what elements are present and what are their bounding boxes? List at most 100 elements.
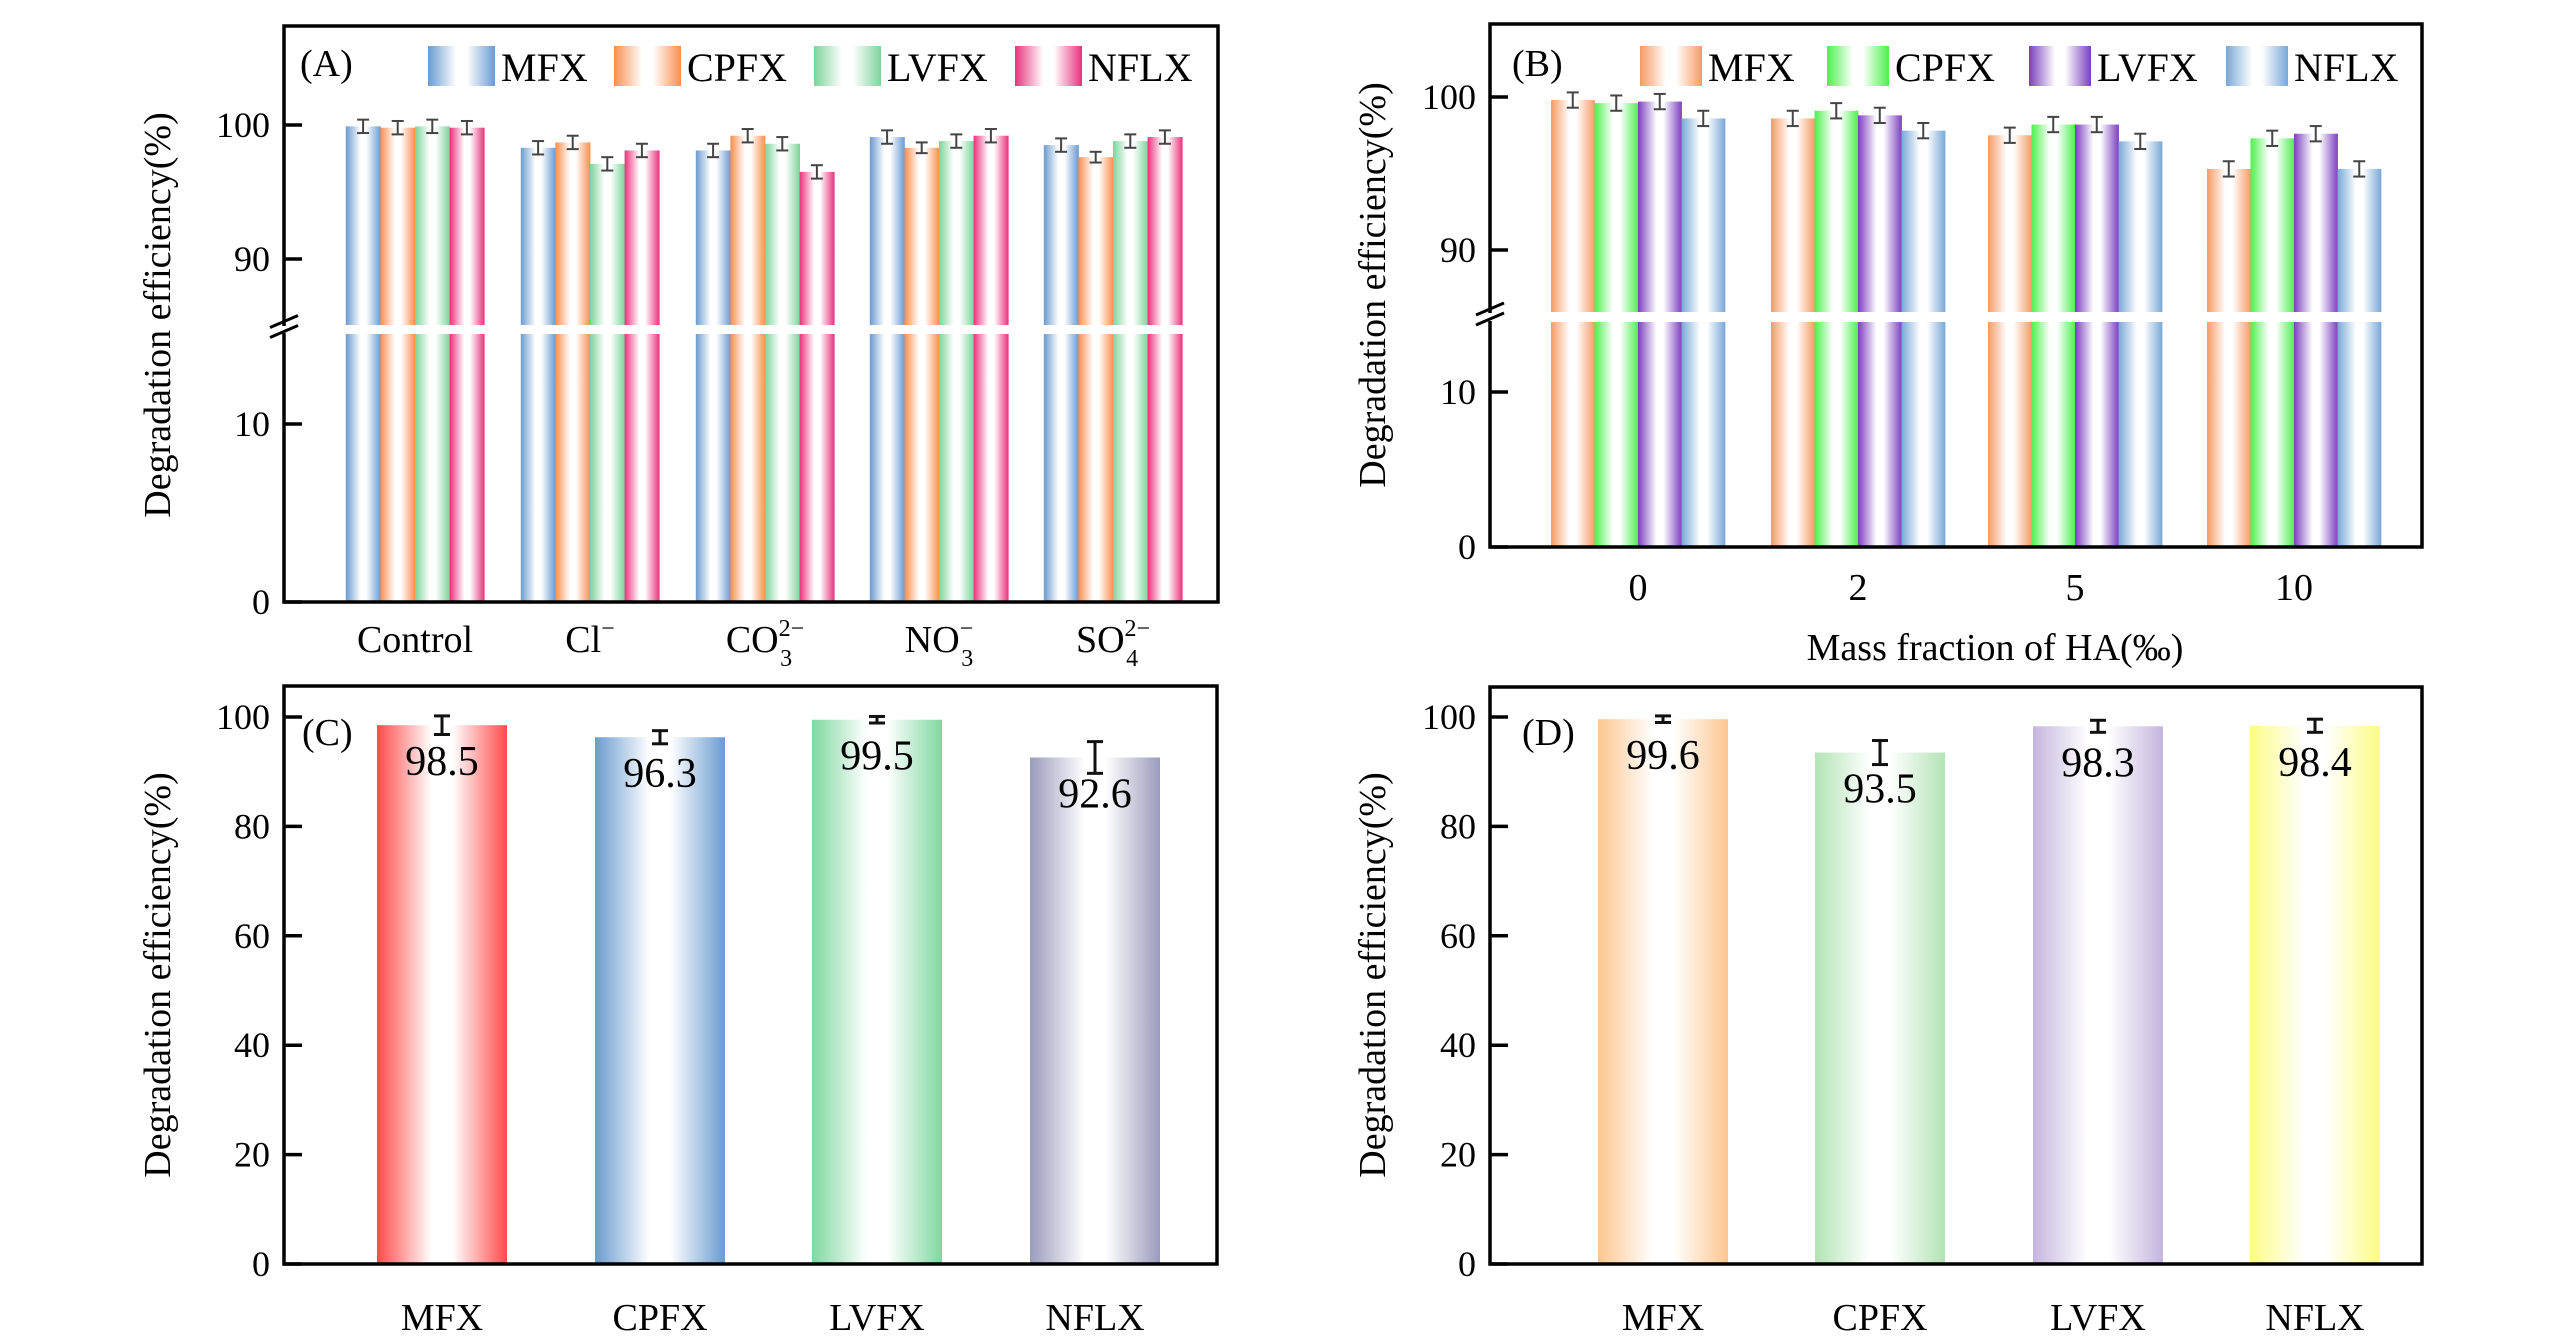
panel-d-x-category-label-nflx: NFLX [2265,1297,2364,1339]
panel-a-x-category-label-cl: Cl− [565,616,614,661]
panel-a-x-category-label-so4: SO2− 4 [1076,616,1150,672]
panel-b-y-tick-label-10: 10 [1440,372,1476,412]
panel-c-error-bar-lvfx [869,714,885,725]
panel-d-error-bar-nflx [2307,717,2323,734]
panel-a-bar-mfx-no3 [869,137,905,602]
panel-d-y-tick-label-40: 40 [1440,1025,1476,1065]
panel-d-bar-lvfx [2033,726,2163,1264]
panel-c-y-tick-label-0: 0 [252,1244,270,1284]
panel-b-y-axis-title: Degradation efficiency(%) [1352,82,1394,487]
panel-a-error-bar-nflx-co3 [810,164,823,180]
panel-a-legend-swatch-nflx [1015,46,1082,86]
panel-b-error-bar-nflx-10 [2353,160,2366,178]
panel-c-error-bar-mfx [434,714,450,737]
panel-d-plot-frame [1488,685,2424,1266]
panel-b-error-bar-nflx-0 [1697,109,1710,128]
panel-a-x-category-label-no3: NO− 3 [905,616,973,672]
panel-b-legend-swatch-lvfx [2029,46,2091,86]
panel-a-legend-swatch-lvfx [814,46,881,86]
panel-a-legend-label-cpfx: CPFX [687,45,787,90]
panel-c: Degradation efficiency(%) (C) 98.5 MFX 96.… [137,684,1219,1339]
panel-a-bar-cpfx-so4 [1078,157,1114,602]
panel-d-value-label-nflx: 98.4 [2278,740,2352,786]
panel-a-bar-cpfx-co3 [730,135,766,602]
panel-b-error-bar-cpfx-2 [1830,102,1843,120]
panel-a-error-bar-lvfx-co3 [776,136,789,152]
panel-a-bar-lvfx-cl [590,163,625,602]
panel-c-plot-frame [282,684,1219,1266]
panel-a-error-bar-lvfx-control [426,118,439,135]
panel-b-error-bar-nflx-2 [1917,122,1930,140]
panel-c-x-category-label-cpfx: CPFX [612,1297,707,1339]
panel-b-legend-item-cpfx: CPFX [1827,45,1995,90]
panel-a-legend-label-lvfx: LVFX [887,45,988,90]
panel-d-bar-mfx [1598,719,1728,1264]
panel-c-bar-nflx [1030,757,1160,1264]
panel-a-error-bar-nflx-cl [635,142,648,159]
panel-a-legend-label-nflx: NFLX [1088,45,1193,90]
panel-a-error-bar-cpfx-co3 [741,128,754,144]
panel-b-axis-break-gap [1486,313,1494,321]
panel-a-bar-lvfx-no3 [939,141,974,602]
panel-d: Degradation efficiency(%) (D) 99.6 MFX 93.… [1352,685,2424,1339]
panel-a-error-bar-cpfx-no3 [915,141,928,155]
panel-b-bar-mfx-5 [1988,135,2032,547]
panel-c-x-category-label-lvfx: LVFX [829,1297,925,1339]
panel-b-bar-lvfx-0 [1638,101,1682,547]
panel-b-error-bar-cpfx-5 [2047,115,2060,134]
panel-d-value-label-mfx: 99.6 [1626,733,1700,779]
panel-a-letter: (A) [300,43,353,85]
panel-b-x-axis-title: Mass fraction of HA(‰) [1807,627,2184,669]
panel-a-bar-mfx-co3 [695,150,731,602]
panel-c-letter: (C) [302,712,353,754]
panel-d-letter: (D) [1522,712,1575,754]
panel-b-letter: (B) [1512,43,1563,85]
panel-a-legend-item-lvfx: LVFX [814,45,988,90]
panel-c-bar-mfx [377,725,507,1264]
panel-b-error-bar-lvfx-10 [2309,125,2322,143]
panel-b-legend-swatch-mfx [1640,46,1702,86]
panel-b-bar-nflx-10 [2337,168,2382,547]
panel-a-error-bar-mfx-so4 [1055,137,1068,153]
panel-b-bar-mfx-0 [1551,100,1595,547]
panel-b-error-bar-lvfx-0 [1653,92,1666,111]
panel-a-legend-item-cpfx: CPFX [614,45,787,90]
panel-b-y-tick-label-0: 0 [1458,527,1476,567]
panel-a-bar-nflx-control [449,127,485,602]
panel-b-bar-cpfx-0 [1594,103,1639,547]
panel-b-legend-swatch-nflx [2226,46,2288,86]
panel-d-y-axis-title: Degradation efficiency(%) [1352,772,1394,1177]
panel-a-bar-nflx-so4 [1147,137,1183,602]
panel-b-axis-break-mark [1475,301,1505,317]
panel-a-error-bar-nflx-no3 [984,128,997,144]
panel-b-error-bar-nflx-5 [2134,132,2147,151]
panel-a-axis-break-mark [269,314,299,329]
panel-a-bar-nflx-cl [624,150,660,602]
panel-a-bar-cpfx-cl [555,142,591,602]
panel-b-y-tick-label-90: 90 [1440,230,1476,270]
panel-d-value-label-lvfx: 98.3 [2061,740,2135,786]
panel-a-legend-swatch-mfx [428,46,495,86]
panel-a-x-category-label-control: Control [357,619,473,661]
panel-a-legend-swatch-cpfx [614,46,681,86]
panel-c-error-bar-cpfx [652,729,668,746]
panel-b-x-category-label-5: 5 [2066,567,2085,609]
panel-b-error-bar-mfx-0 [1566,91,1579,109]
panel-a-plot-frame [282,24,1220,604]
panel-d-error-bar-mfx [1655,714,1671,724]
panel-b-error-bar-mfx-2 [1786,109,1799,128]
panel-a-error-bar-cpfx-so4 [1089,150,1102,164]
panel-b-error-bar-mfx-5 [2003,126,2016,144]
panel-a-error-bar-mfx-no3 [881,129,894,145]
panel-b-y-tick-label-100: 100 [1422,77,1476,117]
panel-b-legend-label-lvfx: LVFX [2097,45,2198,90]
panel-c-y-tick-label-80: 80 [234,806,270,846]
panel-d-error-bar-lvfx [2090,718,2106,734]
panel-d-y-tick-label-20: 20 [1440,1135,1476,1175]
panel-c-bar-lvfx [812,719,942,1264]
panel-a-y-tick-label-100: 100 [216,105,270,145]
panel-d-bar-cpfx [1815,752,1945,1264]
panel-c-y-axis-title: Degradation efficiency(%) [137,772,179,1177]
panel-c-bar-cpfx [595,737,725,1264]
panel-b-legend-swatch-cpfx [1827,46,1889,86]
